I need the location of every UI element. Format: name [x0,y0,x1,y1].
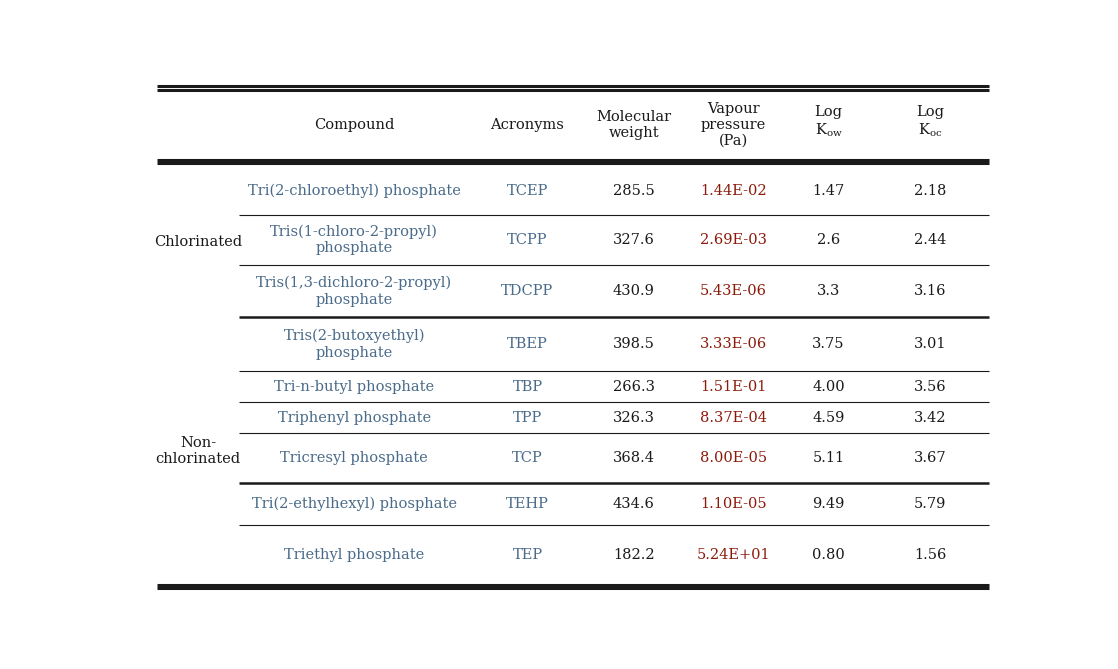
Text: TCEP: TCEP [506,184,548,198]
Text: 4.00: 4.00 [813,380,845,394]
Text: 1.47: 1.47 [813,184,845,198]
Text: Non-
chlorinated: Non- chlorinated [155,436,240,466]
Text: 9.49: 9.49 [813,497,845,511]
Text: Tris(1-chloro-2-propyl)
phosphate: Tris(1-chloro-2-propyl) phosphate [271,225,438,256]
Text: 3.16: 3.16 [915,284,947,298]
Text: Tris(1,3-dichloro-2-propyl)
phosphate: Tris(1,3-dichloro-2-propyl) phosphate [256,276,453,306]
Text: Tri-n-butyl phosphate: Tri-n-butyl phosphate [274,380,434,394]
Text: 1.56: 1.56 [915,548,947,562]
Text: 3.56: 3.56 [915,380,947,394]
Text: Tris(2-butoxyethyl)
phosphate: Tris(2-butoxyethyl) phosphate [284,329,425,360]
Text: TDCPP: TDCPP [501,284,553,298]
Text: TPP: TPP [513,411,542,425]
Text: K$_\mathregular{ow}$: K$_\mathregular{ow}$ [815,121,843,139]
Text: 327.6: 327.6 [613,233,654,247]
Text: 3.75: 3.75 [813,337,845,351]
Text: Log: Log [815,105,843,119]
Text: 3.33E-06: 3.33E-06 [700,337,767,351]
Text: TEHP: TEHP [506,497,549,511]
Text: 1.51E-01: 1.51E-01 [700,380,767,394]
Text: 368.4: 368.4 [613,451,655,465]
Text: 0.80: 0.80 [812,548,845,562]
Text: 4.59: 4.59 [813,411,845,425]
Text: 5.11: 5.11 [813,451,844,465]
Text: Chlorinated: Chlorinated [154,235,243,250]
Text: 8.00E-05: 8.00E-05 [700,451,767,465]
Text: 430.9: 430.9 [613,284,654,298]
Text: TEP: TEP [512,548,542,562]
Text: 182.2: 182.2 [613,548,654,562]
Text: TCPP: TCPP [508,233,548,247]
Text: 3.67: 3.67 [915,451,947,465]
Text: 5.79: 5.79 [915,497,947,511]
Text: Tricresyl phosphate: Tricresyl phosphate [281,451,428,465]
Text: 326.3: 326.3 [613,411,655,425]
Text: Tri(2-chloroethyl) phosphate: Tri(2-chloroethyl) phosphate [248,184,461,198]
Text: TBEP: TBEP [508,337,548,351]
Text: 2.44: 2.44 [915,233,947,247]
Text: 5.43E-06: 5.43E-06 [700,284,767,298]
Text: Compound: Compound [314,118,395,132]
Text: 2.6: 2.6 [817,233,841,247]
Text: 3.01: 3.01 [915,337,947,351]
Text: 3.42: 3.42 [915,411,947,425]
Text: Vapour
pressure
(Pa): Vapour pressure (Pa) [701,102,766,148]
Text: 1.10E-05: 1.10E-05 [700,497,767,511]
Text: TCP: TCP [512,451,543,465]
Text: TBP: TBP [512,380,542,394]
Text: Log: Log [917,105,945,119]
Text: 266.3: 266.3 [613,380,655,394]
Text: 8.37E-04: 8.37E-04 [700,411,767,425]
Text: 3.3: 3.3 [817,284,841,298]
Text: 434.6: 434.6 [613,497,654,511]
Text: 285.5: 285.5 [613,184,654,198]
Text: 398.5: 398.5 [613,337,654,351]
Text: Tri(2-ethylhexyl) phosphate: Tri(2-ethylhexyl) phosphate [252,497,456,511]
Text: 1.44E-02: 1.44E-02 [700,184,767,198]
Text: 5.24E+01: 5.24E+01 [697,548,770,562]
Text: Triphenyl phosphate: Triphenyl phosphate [277,411,430,425]
Text: 2.69E-03: 2.69E-03 [700,233,767,247]
Text: K$_\mathregular{oc}$: K$_\mathregular{oc}$ [918,121,942,139]
Text: Triethyl phosphate: Triethyl phosphate [284,548,425,562]
Text: Acronyms: Acronyms [491,118,565,132]
Text: Molecular
weight: Molecular weight [596,110,671,140]
Text: 2.18: 2.18 [915,184,947,198]
